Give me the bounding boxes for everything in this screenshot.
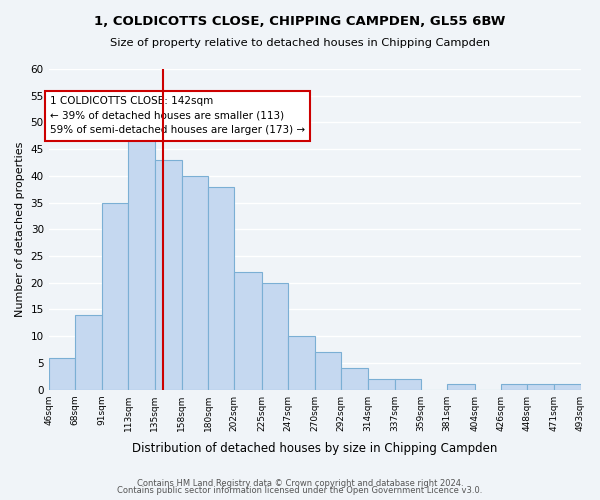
Y-axis label: Number of detached properties: Number of detached properties bbox=[15, 142, 25, 317]
Text: Size of property relative to detached houses in Chipping Campden: Size of property relative to detached ho… bbox=[110, 38, 490, 48]
Bar bbox=[75, 315, 102, 390]
Bar bbox=[234, 272, 262, 390]
Bar bbox=[368, 379, 395, 390]
Bar bbox=[49, 358, 75, 390]
Bar bbox=[395, 379, 421, 390]
Text: 1 COLDICOTTS CLOSE: 142sqm
← 39% of detached houses are smaller (113)
59% of sem: 1 COLDICOTTS CLOSE: 142sqm ← 39% of deta… bbox=[50, 96, 305, 136]
Bar bbox=[262, 283, 288, 390]
Bar bbox=[128, 138, 155, 390]
Text: 1, COLDICOTTS CLOSE, CHIPPING CAMPDEN, GL55 6BW: 1, COLDICOTTS CLOSE, CHIPPING CAMPDEN, G… bbox=[94, 15, 506, 28]
Bar bbox=[182, 176, 208, 390]
X-axis label: Distribution of detached houses by size in Chipping Campden: Distribution of detached houses by size … bbox=[132, 442, 497, 455]
Text: Contains public sector information licensed under the Open Government Licence v3: Contains public sector information licen… bbox=[118, 486, 482, 495]
Text: Contains HM Land Registry data © Crown copyright and database right 2024.: Contains HM Land Registry data © Crown c… bbox=[137, 478, 463, 488]
Bar bbox=[208, 186, 234, 390]
Bar bbox=[527, 384, 554, 390]
Bar bbox=[341, 368, 368, 390]
Bar bbox=[102, 202, 128, 390]
Bar bbox=[554, 384, 581, 390]
Bar bbox=[447, 384, 475, 390]
Bar bbox=[315, 352, 341, 390]
Bar bbox=[501, 384, 527, 390]
Bar bbox=[288, 336, 315, 390]
Bar bbox=[155, 160, 182, 390]
